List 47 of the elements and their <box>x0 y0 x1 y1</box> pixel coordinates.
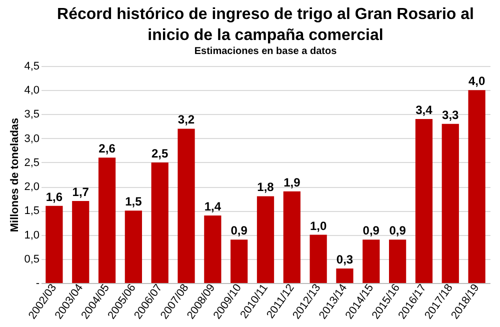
y-tick-label: 3,5 <box>24 108 40 121</box>
data-label: 1,5 <box>125 194 142 209</box>
y-tick-label: 2,0 <box>24 181 40 194</box>
y-tick-label: 2,5 <box>24 156 40 169</box>
bar <box>98 158 116 283</box>
bar <box>310 234 327 283</box>
bar <box>389 240 406 283</box>
bar <box>178 128 195 283</box>
data-label: 0,9 <box>362 224 380 238</box>
bar <box>124 210 142 283</box>
y-tick-label: 4,5 <box>24 60 40 72</box>
data-label: 3,3 <box>442 108 460 122</box>
y-tick-label: 1,5 <box>24 205 40 218</box>
data-label: 4,0 <box>468 74 486 88</box>
data-label: 1,7 <box>72 185 90 200</box>
chart-subtitle: Estimaciones en base a datos <box>194 46 338 57</box>
data-label: 0,9 <box>230 224 248 238</box>
y-tick-label: 1,0 <box>24 229 40 242</box>
bar <box>46 206 63 283</box>
data-label: 0,9 <box>389 224 406 238</box>
data-label: 3,2 <box>178 112 195 127</box>
data-label: 2,5 <box>152 146 169 160</box>
bar <box>442 124 459 283</box>
data-label: 1,9 <box>284 175 301 190</box>
bar <box>468 90 486 283</box>
data-label: 1,6 <box>46 190 63 204</box>
data-label: 1,8 <box>257 180 274 194</box>
data-label: 1,4 <box>204 199 222 214</box>
bar <box>72 201 90 283</box>
bar <box>230 240 248 283</box>
y-tick-label: 4,0 <box>24 84 40 97</box>
bar <box>283 191 300 283</box>
data-label: 2,6 <box>98 142 116 156</box>
data-label: 0,3 <box>336 252 354 267</box>
data-label: 1,0 <box>310 218 327 233</box>
bar <box>151 162 168 283</box>
bar <box>204 215 222 283</box>
bar <box>415 119 433 283</box>
bar <box>256 196 274 283</box>
bar <box>362 240 380 283</box>
y-tick-label: - <box>36 278 40 290</box>
y-axis-title: Millones de toneladas <box>9 118 22 232</box>
y-tick-label: 0,5 <box>24 253 40 266</box>
chart-title: Récord histórico de ingreso de trigo al Gran Rosario al inicio de la campaña comercial <box>57 6 474 44</box>
y-tick-label: 3,0 <box>24 132 40 145</box>
data-label: 3,4 <box>416 103 433 118</box>
bar <box>336 268 354 283</box>
